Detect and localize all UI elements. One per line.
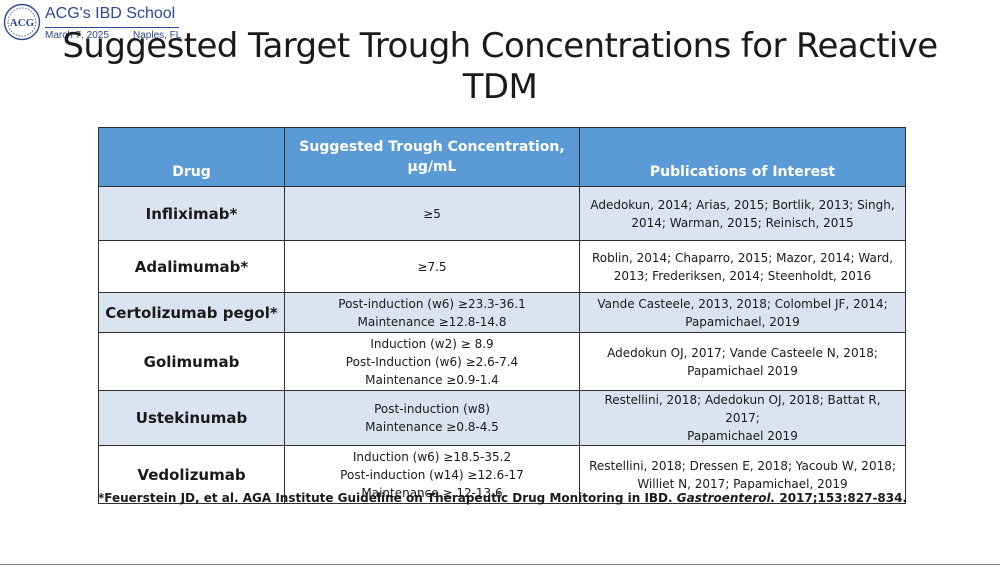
trough-line: ≥5 [423,206,441,221]
table-row: Certolizumab pegol* Post-induction (w6) … [98,292,906,333]
trough-value: ≥7.5 [284,240,580,293]
trough-line: Induction (w6) ≥18.5-35.2 [352,449,512,464]
publication-line: Restellini, 2018; Dressen E, 2018; Yacou… [589,458,896,473]
trough-line: Post-induction (w14) ≥12.6-17 [340,467,524,482]
trough-line: Maintenance ≥0.8-4.5 [365,420,499,434]
publications: Adedokun, 2014; Arias, 2015; Bortlik, 20… [579,186,906,241]
drug-name: Adalimumab* [98,240,285,293]
table-header-row: Drug Suggested Trough Concentration, µg/… [98,127,906,187]
citation-footnote: *Feuerstein JD, et al. AGA Institute Gui… [98,491,908,505]
footnote-prefix: *Feuerstein JD, et al. AGA Institute Gui… [98,491,673,505]
drug-name: Golimumab [98,332,285,391]
trough-concentration-table: Drug Suggested Trough Concentration, µg/… [98,127,906,504]
trough-line: Induction (w2) ≥ 8.9 [370,336,494,351]
trough-value: Post-induction (w6) ≥23.3-36.1 Maintenan… [284,292,580,333]
trough-line: Post-induction (w6) ≥23.3-36.1 [338,296,526,311]
publication-line: Adedokun OJ, 2017; Vande Casteele N, 201… [607,345,878,360]
publication-line: 2013; Frederiksen, 2014; Steenholdt, 201… [613,268,872,283]
slide-title-line-2: TDM [462,67,538,107]
publication-line: Roblin, 2014; Chaparro, 2015; Mazor, 201… [591,250,894,265]
trough-line: Post-induction (w8) [374,402,490,416]
publication-line: Papamichael 2019 [687,429,798,443]
slide-title: Suggested Target Trough Concentrations f… [20,26,980,108]
drug-name: Vedolizumab [98,445,285,504]
trough-value: Post-induction (w8) Maintenance ≥0.8-4.5 [284,390,580,446]
trough-line: Maintenance ≥0.9-1.4 [365,372,499,387]
footnote-journal: Gastroenterol. [676,491,776,505]
acg-logo: ACG ACG's IBD School March 7, 2025 Naple… [3,3,203,43]
publication-line: Vande Casteele, 2013, 2018; Colombel JF,… [597,296,888,311]
header-trough: Suggested Trough Concentration, µg/mL [284,127,580,187]
publications: Roblin, 2014; Chaparro, 2015; Mazor, 201… [579,240,906,293]
drug-name: Infliximab* [98,186,285,241]
acg-seal-text: ACG [10,17,35,29]
school-name: ACG's IBD School [45,5,176,22]
publication-line: Adedokun, 2014; Arias, 2015; Bortlik, 20… [590,197,895,212]
publications: Restellini, 2018; Adedokun OJ, 2018; Bat… [579,390,906,446]
publications: Vande Casteele, 2013, 2018; Colombel JF,… [579,292,906,333]
header-trough-line-2: µg/mL [407,159,457,175]
trough-value: Induction (w6) ≥18.5-35.2 Post-induction… [284,445,580,504]
drug-name: Ustekinumab [98,390,285,446]
table-row: Vedolizumab Induction (w6) ≥18.5-35.2 Po… [98,445,906,504]
event-date: March 7, 2025 [45,30,109,41]
trough-line: ≥7.5 [417,259,447,274]
table-row: Golimumab Induction (w2) ≥ 8.9 Post-Indu… [98,332,906,391]
publication-line: Williet N, 2017; Papamichael, 2019 [637,476,848,491]
trough-value: Induction (w2) ≥ 8.9 Post-Induction (w6)… [284,332,580,391]
trough-value: ≥5 [284,186,580,241]
header-publications: Publications of Interest [579,127,906,187]
table-row: Ustekinumab Post-induction (w8) Maintena… [98,390,906,446]
publications: Restellini, 2018; Dressen E, 2018; Yacou… [579,445,906,504]
acg-seal-icon: ACG [3,3,41,41]
publication-line: Restellini, 2018; Adedokun OJ, 2018; Bat… [604,393,881,425]
publications: Adedokun OJ, 2017; Vande Casteele N, 201… [579,332,906,391]
logo-divider [45,27,179,28]
publication-line: Papamichael, 2019 [685,314,800,329]
header-drug: Drug [98,127,285,187]
trough-line: Maintenance ≥ 12-13.6 [361,485,503,500]
publication-line: 2014; Warman, 2015; Reinisch, 2015 [631,215,854,230]
table-row: Adalimumab* ≥7.5 Roblin, 2014; Chaparro,… [98,240,906,293]
table-row: Infliximab* ≥5 Adedokun, 2014; Arias, 20… [98,186,906,241]
trough-line: Maintenance ≥12.8-14.8 [357,314,507,329]
header-trough-line-1: Suggested Trough Concentration, [299,139,565,155]
footnote-suffix: 2017;153:827-834. [779,491,908,505]
trough-line: Post-Induction (w6) ≥2.6-7.4 [345,354,519,369]
drug-name: Certolizumab pegol* [98,292,285,333]
slide-title-line-1: Suggested Target Trough Concentrations f… [62,26,938,66]
event-location: Naples, FL [133,30,182,41]
publication-line: Papamichael 2019 [687,363,798,378]
